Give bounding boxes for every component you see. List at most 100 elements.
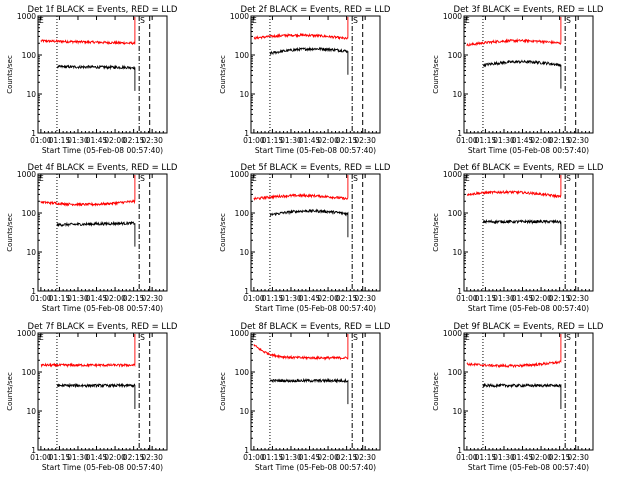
x-tick-label: 01:30 bbox=[280, 453, 302, 462]
x-tick-label: 01:00 bbox=[243, 136, 265, 145]
events-series-line bbox=[482, 218, 562, 246]
x-tick-label: 01:00 bbox=[30, 294, 52, 303]
chart-title: Det 6f BLACK = Events, RED = LLD bbox=[454, 163, 604, 173]
x-axis-label: Start Time (05-Feb-08 00:57:40) bbox=[255, 463, 376, 472]
y-tick-label: 1000 bbox=[443, 12, 462, 21]
y-tick-label: 1 bbox=[244, 446, 249, 455]
chart-title: Det 4f BLACK = Events, RED = LLD bbox=[28, 163, 178, 173]
chart-title: Det 1f BLACK = Events, RED = LLD bbox=[28, 5, 178, 15]
marker-e: E bbox=[39, 16, 44, 25]
y-tick-label: 1000 bbox=[230, 12, 249, 21]
chart-title: Det 7f BLACK = Events, RED = LLD bbox=[28, 322, 178, 332]
chart-panel-3: Det 3f BLACK = Events, RED = LLD Counts/s… bbox=[432, 5, 604, 155]
chart-panel-7: Det 7f BLACK = Events, RED = LLD Counts/s… bbox=[6, 322, 178, 472]
lld-series-line bbox=[253, 175, 349, 201]
x-tick-label: 01:00 bbox=[30, 453, 52, 462]
marker-s: S bbox=[566, 333, 571, 342]
marker-s: S bbox=[140, 174, 145, 183]
x-tick-label: 01:30 bbox=[67, 453, 89, 462]
x-axis-label: Start Time (05-Feb-08 00:57:40) bbox=[468, 304, 589, 313]
plot-frame bbox=[250, 332, 381, 451]
x-tick-label: 01:30 bbox=[493, 453, 515, 462]
chart-title: Det 8f BLACK = Events, RED = LLD bbox=[241, 322, 391, 332]
plot-frame bbox=[37, 15, 168, 134]
chart-panel-5: Det 5f BLACK = Events, RED = LLD Counts/s… bbox=[219, 163, 391, 313]
x-tick-label: 02:00 bbox=[104, 294, 126, 303]
marker-s: S bbox=[353, 333, 358, 342]
lld-series-line bbox=[253, 334, 349, 361]
y-tick-label: 10 bbox=[26, 407, 36, 416]
chart-title: Det 9f BLACK = Events, RED = LLD bbox=[454, 322, 604, 332]
x-tick-label: 02:00 bbox=[530, 453, 552, 462]
x-tick-label: 01:15 bbox=[475, 294, 497, 303]
x-tick-label: 01:15 bbox=[262, 453, 284, 462]
x-tick-label: 01:15 bbox=[49, 453, 71, 462]
marker-e: E bbox=[252, 174, 257, 183]
x-tick-label: 01:45 bbox=[299, 294, 321, 303]
y-axis-label: Counts/sec bbox=[219, 372, 227, 411]
y-tick-label: 1000 bbox=[443, 170, 462, 179]
lld-series-line bbox=[466, 175, 562, 199]
x-tick-label: 01:15 bbox=[262, 294, 284, 303]
x-tick-label: 01:45 bbox=[86, 294, 108, 303]
x-tick-label: 02:30 bbox=[141, 453, 163, 462]
events-series-line bbox=[269, 208, 349, 238]
y-tick-label: 1 bbox=[457, 287, 462, 296]
x-tick-label: 02:15 bbox=[123, 294, 145, 303]
x-tick-label: 02:15 bbox=[336, 136, 358, 145]
y-tick-label: 10 bbox=[452, 248, 462, 257]
lld-series-line bbox=[466, 17, 562, 47]
x-tick-label: 02:15 bbox=[123, 136, 145, 145]
y-tick-label: 10 bbox=[239, 407, 249, 416]
x-tick-label: 01:00 bbox=[456, 136, 478, 145]
marker-e: E bbox=[465, 16, 470, 25]
x-axis-label: Start Time (05-Feb-08 00:57:40) bbox=[468, 146, 589, 155]
y-tick-label: 10 bbox=[452, 90, 462, 99]
x-tick-label: 02:00 bbox=[104, 453, 126, 462]
x-tick-label: 02:00 bbox=[317, 136, 339, 145]
y-tick-label: 10 bbox=[26, 90, 36, 99]
x-tick-label: 02:00 bbox=[317, 294, 339, 303]
marker-s: S bbox=[140, 333, 145, 342]
x-tick-label: 01:00 bbox=[456, 453, 478, 462]
y-tick-label: 1 bbox=[244, 287, 249, 296]
lld-series-line bbox=[253, 17, 349, 41]
y-tick-label: 1000 bbox=[17, 170, 36, 179]
y-axis-label: Counts/sec bbox=[6, 213, 14, 252]
plot-frame bbox=[37, 173, 168, 292]
events-series-line bbox=[482, 382, 562, 409]
x-tick-label: 02:15 bbox=[549, 453, 571, 462]
x-axis-label: Start Time (05-Feb-08 00:57:40) bbox=[42, 463, 163, 472]
x-tick-label: 02:15 bbox=[123, 453, 145, 462]
x-axis-label: Start Time (05-Feb-08 00:57:40) bbox=[42, 304, 163, 313]
chart-panel-1: Det 1f BLACK = Events, RED = LLD Counts/s… bbox=[6, 5, 178, 155]
x-tick-label: 01:30 bbox=[280, 136, 302, 145]
lld-series-line bbox=[40, 334, 136, 369]
marker-e: E bbox=[39, 333, 44, 342]
x-tick-label: 02:30 bbox=[567, 136, 589, 145]
y-tick-label: 100 bbox=[235, 368, 250, 377]
y-tick-label: 10 bbox=[452, 407, 462, 416]
y-tick-label: 1000 bbox=[230, 170, 249, 179]
x-tick-label: 02:30 bbox=[354, 453, 376, 462]
plot-frame bbox=[250, 173, 381, 292]
x-tick-label: 01:45 bbox=[299, 453, 321, 462]
y-tick-label: 1000 bbox=[17, 329, 36, 338]
y-tick-label: 100 bbox=[448, 209, 463, 218]
chart-panel-9: Det 9f BLACK = Events, RED = LLD Counts/s… bbox=[432, 322, 604, 472]
plot-frame bbox=[37, 332, 168, 451]
y-axis-label: Counts/sec bbox=[6, 55, 14, 94]
x-tick-label: 01:45 bbox=[86, 453, 108, 462]
x-tick-label: 01:00 bbox=[243, 453, 265, 462]
y-tick-label: 1 bbox=[31, 287, 36, 296]
x-tick-label: 01:00 bbox=[30, 136, 52, 145]
y-tick-label: 100 bbox=[448, 368, 463, 377]
chart-title: Det 2f BLACK = Events, RED = LLD bbox=[241, 5, 391, 15]
plot-frame bbox=[250, 15, 381, 134]
events-series-line bbox=[269, 377, 349, 405]
marker-s: S bbox=[353, 174, 358, 183]
y-tick-label: 10 bbox=[239, 90, 249, 99]
y-tick-label: 100 bbox=[22, 51, 37, 60]
marker-e: E bbox=[252, 333, 257, 342]
